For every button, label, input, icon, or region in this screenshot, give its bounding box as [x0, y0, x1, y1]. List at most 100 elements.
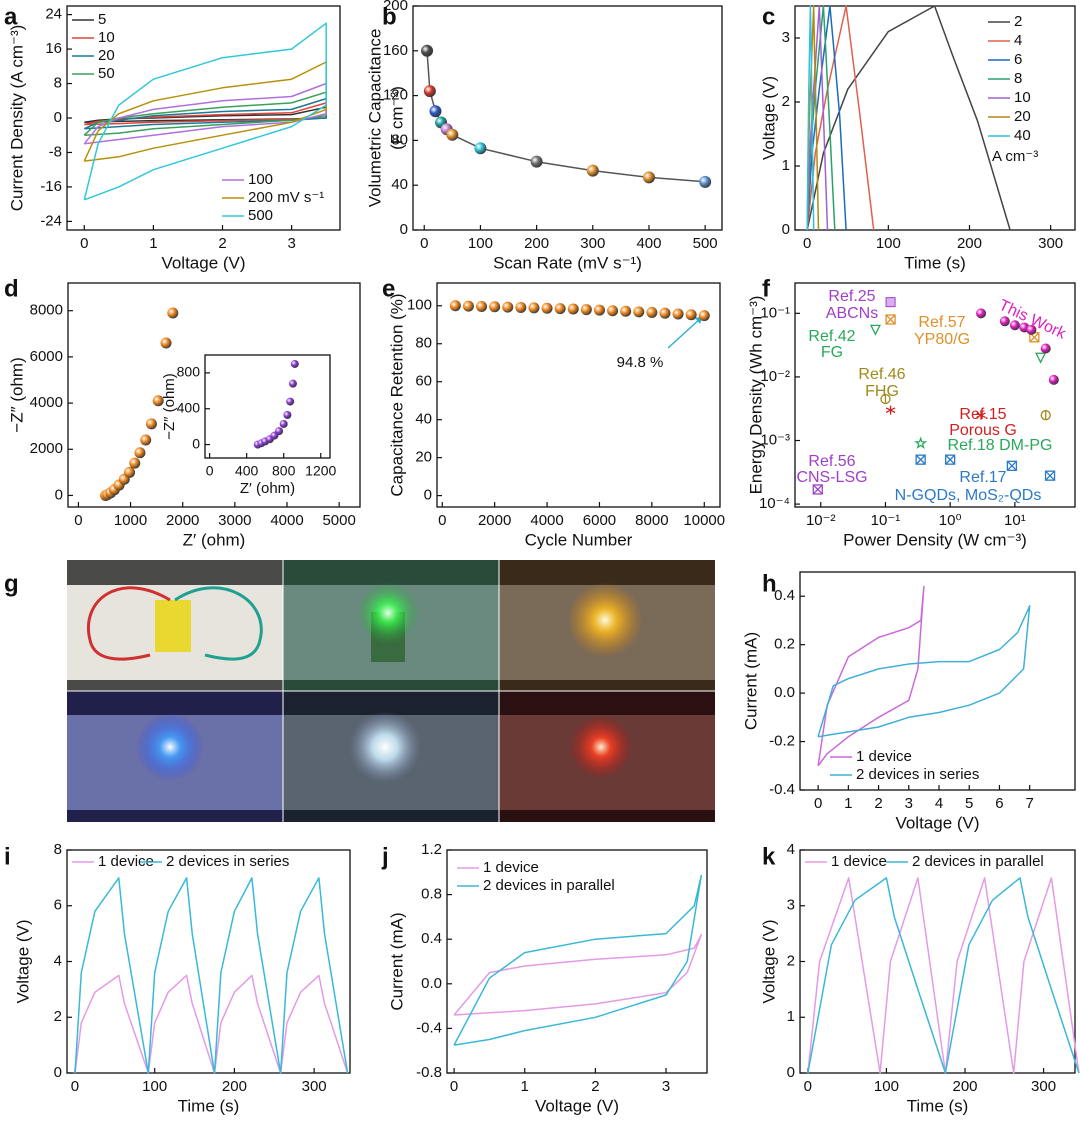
panel-letter: k	[762, 843, 776, 870]
data-point	[279, 419, 288, 428]
legend-label: 8	[1014, 70, 1022, 87]
data-point	[449, 300, 461, 312]
x-axis-label: Voltage (V)	[535, 1096, 619, 1115]
marker-box	[945, 454, 956, 465]
y-tick-label: 6000	[30, 348, 63, 365]
series-label: Ref.15	[959, 406, 1006, 423]
legend-label: 4	[1014, 32, 1022, 49]
y-tick-label: 6	[54, 897, 62, 914]
y-tick-label: 0	[424, 487, 432, 504]
legend-label: 100	[248, 171, 273, 188]
series-line	[806, 5, 836, 231]
x-tick-label: 100	[142, 1078, 167, 1095]
x-tick-label: 200	[524, 235, 549, 252]
plot-frame	[446, 849, 708, 1074]
x-tick-label: 10¹	[1004, 512, 1026, 529]
y-tick-label: 2	[782, 93, 790, 110]
x-tick-label: 1	[844, 795, 852, 812]
data-point	[145, 418, 157, 430]
panel-letter: a	[4, 3, 18, 30]
annotation: 94.8 %	[617, 354, 664, 371]
plot-frame	[204, 354, 331, 459]
x-tick-label: 300	[1038, 235, 1063, 252]
x-tick-label: 10⁻¹	[871, 512, 901, 529]
plot-frame	[794, 282, 1076, 508]
legend-label: 10	[1014, 89, 1031, 106]
data-point	[134, 447, 146, 459]
x-tick-label: 2	[218, 235, 226, 252]
data-point	[646, 306, 658, 318]
data-point	[633, 306, 645, 318]
marker-ball	[1048, 374, 1059, 385]
panel-letter: g	[4, 570, 19, 597]
y-tick-label: 0.0	[421, 975, 442, 992]
marker-ball	[1040, 343, 1051, 354]
legend-unit: A cm⁻³	[992, 148, 1038, 165]
y-tick-label: 4	[787, 841, 795, 858]
x-tick-label: 2000	[166, 512, 199, 529]
series-line	[83, 22, 327, 201]
data-point	[1006, 460, 1018, 471]
series-label: YP80/G	[914, 331, 970, 348]
series-line	[807, 877, 1080, 1074]
data-point	[288, 379, 297, 388]
y-tick-label: 3	[787, 897, 795, 914]
marker-x	[1045, 470, 1056, 481]
data-point	[129, 457, 141, 469]
plot-frame	[799, 571, 1076, 791]
panel-letter: b	[382, 3, 397, 30]
marker-ball	[999, 316, 1010, 327]
x-tick-label: 200	[952, 1078, 977, 1095]
x-tick-label: 10⁻²	[806, 512, 836, 529]
x-axis-label: Voltage (V)	[895, 813, 979, 832]
series-line	[817, 585, 925, 767]
data-point	[160, 337, 172, 349]
data-point	[945, 454, 956, 465]
device	[155, 600, 191, 652]
x-tick-label: 800	[272, 463, 296, 479]
y-tick-label: 1	[787, 1008, 795, 1025]
x-tick-label: 1000	[114, 512, 147, 529]
x-tick-label: 400	[235, 463, 259, 479]
data-point	[283, 411, 292, 420]
marker-x	[885, 314, 896, 325]
marker-ball	[976, 308, 987, 319]
data-point	[290, 359, 299, 368]
y-axis-label: Current Density (A cm⁻³)	[7, 25, 26, 212]
y-axis-label: −Z″ (ohm)	[7, 357, 26, 432]
x-tick-label: 300	[302, 1078, 327, 1095]
marker-box	[885, 314, 896, 325]
y-tick-label: 10⁻⁴	[759, 495, 790, 512]
x-tick-label: 7	[1025, 795, 1033, 812]
data-point	[152, 395, 164, 407]
x-tick-label: 0	[80, 235, 88, 252]
y-tick-label: 0	[400, 221, 408, 238]
x-tick-label: 100	[876, 235, 901, 252]
series-line	[74, 877, 349, 1074]
y-tick-label: 80	[415, 335, 432, 352]
x-tick-label: 4	[935, 795, 943, 812]
data-point	[914, 436, 928, 449]
led-glow	[356, 581, 420, 645]
y-tick-label: 100	[407, 297, 432, 314]
data-point	[672, 308, 684, 320]
data-point	[1044, 470, 1056, 481]
x-tick-label: 6	[995, 795, 1003, 812]
marker-box	[1006, 460, 1018, 471]
series-label: FG	[821, 344, 843, 361]
x-tick-label: 3	[287, 235, 295, 252]
y-tick-label: 0	[54, 1064, 62, 1081]
data-point	[541, 302, 553, 314]
data-point	[567, 303, 579, 315]
data-point	[423, 85, 436, 98]
data-point	[140, 434, 152, 446]
x-tick-label: 3000	[218, 512, 251, 529]
y-tick-label: 0	[54, 109, 62, 126]
y-axis-label: Energy Density (Wh cm⁻³)	[746, 296, 765, 495]
data-point	[915, 454, 926, 465]
data-point	[699, 175, 712, 188]
led-glow	[567, 582, 643, 658]
data-point	[869, 324, 881, 336]
x-tick-label: 300	[1031, 1078, 1056, 1095]
led-glow	[136, 713, 204, 781]
